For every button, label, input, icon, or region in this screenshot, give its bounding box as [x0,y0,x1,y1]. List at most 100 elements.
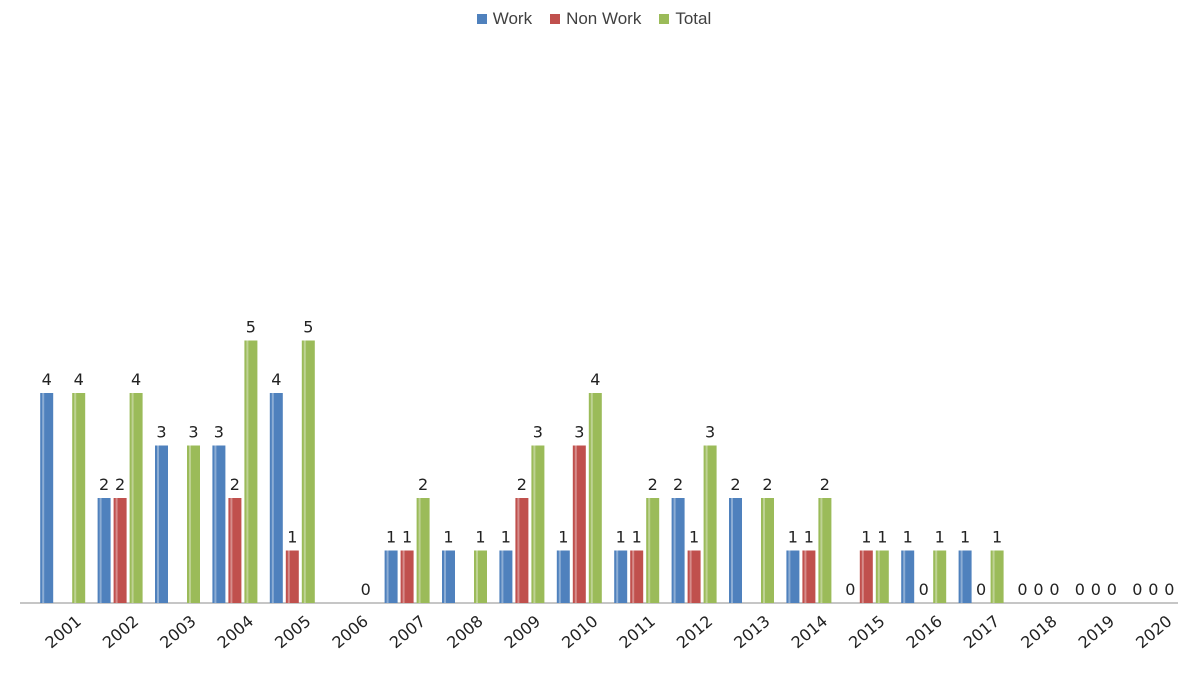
x-tick-label-2010: 2010 [558,611,601,652]
bar-highlight-work-2013 [731,498,733,603]
bar-work-2017 [958,550,972,603]
legend-item-total: Total [659,9,711,29]
bar-highlight-work-2007 [386,550,389,603]
bar-highlight-total-2001 [74,393,77,603]
bar-highlight-total-2004 [246,340,249,603]
bar-highlight-non-work-2002 [115,498,118,603]
bar-non-work-2005 [285,550,299,603]
bar-highlight-work-2010 [558,550,561,603]
bar-highlight-non-work-2012 [689,550,692,603]
bar-work-2003 [155,445,168,603]
bar-non-work-2011 [630,550,644,603]
bar-total-2012 [703,445,717,603]
data-label-work-2008: 1 [443,528,453,547]
bar-work-2008 [442,550,455,603]
data-label-total-2007: 2 [418,475,428,494]
x-tick-label-2006: 2006 [328,611,371,652]
data-label-work-2002: 2 [99,475,109,494]
data-label-total-2005: 5 [303,318,313,337]
bar-highlight-work-2001 [42,393,45,603]
data-label-non-work-2009: 2 [517,475,527,494]
data-label-non-work-2019: 0 [1091,580,1101,599]
bar-non-work-2010 [572,445,586,603]
data-label-non-work-2015: 1 [861,528,871,547]
legend-swatch-non-work [550,14,561,24]
data-label-total-2001: 4 [74,370,84,389]
data-label-work-2005: 4 [271,370,281,389]
bar-highlight-non-work-2004 [230,498,233,603]
bar-work-2002 [97,498,111,603]
data-label-non-work-2004: 2 [230,475,240,494]
legend-item-work: Work [476,9,532,29]
bar-highlight-total-2017 [992,550,995,603]
x-tick-label-2018: 2018 [1017,611,1060,652]
data-label-work-2001: 4 [42,370,52,389]
bar-highlight-total-2002 [131,393,134,603]
data-label-work-2020: 0 [1132,580,1142,599]
bar-work-2012 [671,498,685,603]
bar-non-work-2007 [400,550,414,603]
bar-highlight-total-2010 [590,393,593,603]
bar-non-work-2002 [113,498,127,603]
bar-total-2008 [474,550,487,603]
data-label-total-2020: 0 [1164,580,1174,599]
bar-highlight-total-2005 [303,340,306,603]
bar-total-2007 [416,498,430,603]
data-label-total-2008: 1 [475,528,485,547]
bar-highlight-non-work-2007 [402,550,405,603]
data-label-work-2014: 1 [788,528,798,547]
data-label-total-2003: 3 [188,423,198,442]
x-tick-label-2013: 2013 [730,611,773,652]
bar-highlight-total-2014 [820,498,823,603]
bar-highlight-total-2013 [763,498,765,603]
bar-highlight-total-2016 [935,550,938,603]
bar-work-2013 [729,498,742,603]
data-label-total-2016: 1 [935,528,945,547]
bar-highlight-total-2008 [476,550,478,603]
bar-non-work-2014 [802,550,816,603]
data-label-work-2007: 1 [386,528,396,547]
data-label-work-2003: 3 [156,423,166,442]
data-label-total-2002: 4 [131,370,141,389]
bar-work-2016 [901,550,915,603]
bar-total-2003 [187,445,200,603]
data-label-non-work-2010: 3 [574,423,584,442]
data-label-work-2009: 1 [501,528,511,547]
x-tick-label-2007: 2007 [386,611,429,652]
bar-total-2015 [875,550,889,603]
bar-highlight-non-work-2015 [861,550,864,603]
bar-work-2005 [269,393,283,603]
bar-total-2014 [818,498,832,603]
bar-highlight-work-2011 [616,550,619,603]
data-label-work-2019: 0 [1075,580,1085,599]
bar-total-2002 [129,393,143,603]
data-label-work-2017: 1 [960,528,970,547]
data-label-total-2012: 3 [705,423,715,442]
data-label-total-2006: 0 [361,580,371,599]
bar-non-work-2009 [515,498,529,603]
bar-highlight-total-2011 [648,498,651,603]
bar-highlight-work-2012 [673,498,676,603]
bar-highlight-work-2017 [960,550,963,603]
bar-non-work-2012 [687,550,701,603]
data-label-total-2011: 2 [648,475,658,494]
x-tick-label-2003: 2003 [156,611,199,652]
data-label-non-work-2014: 1 [804,528,814,547]
data-label-total-2015: 1 [877,528,887,547]
data-label-non-work-2018: 0 [1033,580,1043,599]
legend-item-non-work: Non Work [550,9,641,29]
bar-total-2011 [646,498,660,603]
bar-highlight-non-work-2010 [574,445,577,603]
legend-label-total: Total [675,9,712,28]
bar-work-2010 [556,550,570,603]
chart-legend: Work Non Work Total [0,6,1188,32]
data-label-work-2011: 1 [616,528,626,547]
bar-work-2004 [212,445,226,603]
data-label-non-work-2005: 1 [287,528,297,547]
legend-swatch-total [659,14,670,24]
x-tick-label-2001: 2001 [41,611,84,652]
bar-total-2016 [933,550,947,603]
bar-total-2017 [990,550,1004,603]
data-label-total-2013: 2 [762,475,772,494]
bar-highlight-work-2009 [501,550,504,603]
